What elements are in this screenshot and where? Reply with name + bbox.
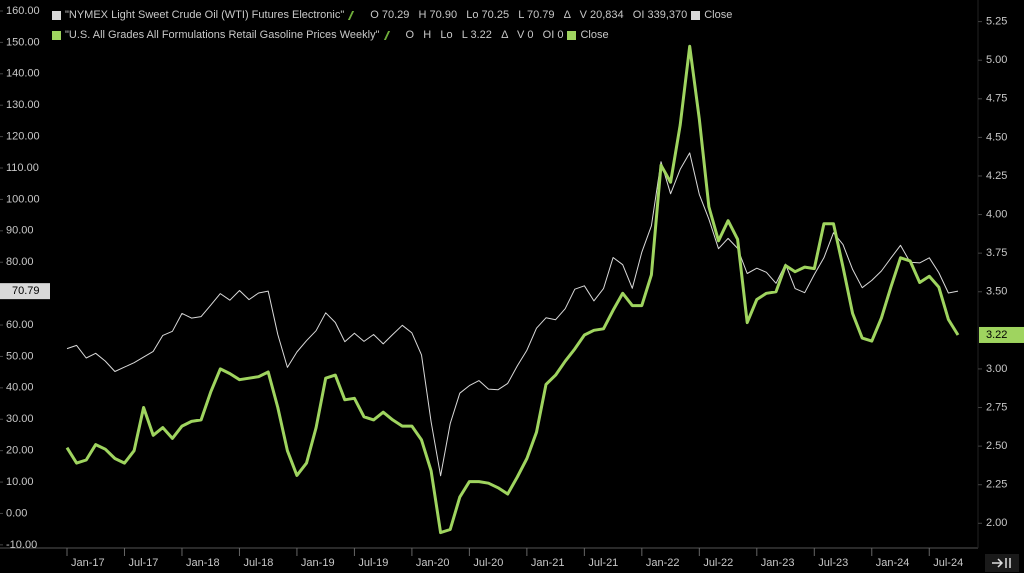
- y2-tick-label: 2.25: [986, 479, 1007, 491]
- y-tick-label: 10.00: [6, 476, 34, 488]
- icon: [992, 558, 1011, 568]
- y2-tick-label: 4.25: [986, 170, 1007, 182]
- last-value-label: 70.79: [12, 285, 40, 297]
- y2-tick-label: 4.75: [986, 93, 1007, 105]
- x-tick-label: Jan-20: [416, 557, 450, 569]
- y2-tick-label: 2.00: [986, 517, 1007, 529]
- x-tick-label: Jul-20: [473, 557, 503, 569]
- last-value-marker: 3.22: [979, 326, 1024, 343]
- y-tick-label: 130.00: [6, 99, 40, 111]
- legend-row: "NYMEX Light Sweet Crude Oil (WTI) Futur…: [52, 5, 732, 25]
- y2-tick-label: 5.00: [986, 54, 1007, 66]
- x-tick-label: Jan-23: [761, 557, 795, 569]
- y-tick-label: 110.00: [6, 162, 39, 174]
- y-tick-label: 150.00: [6, 36, 40, 48]
- legend-stats: O 70.29 H 70.90 Lo 70.25 L 70.79 Δ V 20,…: [370, 9, 688, 21]
- x-tick-label: Jan-22: [646, 557, 680, 569]
- last-value-box: [0, 283, 50, 300]
- y-tick-label: 160.00: [6, 5, 40, 17]
- y-tick-label: 0.00: [6, 507, 27, 519]
- y-tick-label: 60.00: [6, 319, 34, 331]
- legend: "NYMEX Light Sweet Crude Oil (WTI) Futur…: [52, 5, 732, 45]
- legend-close: Close: [704, 9, 733, 21]
- legend-swatch: [567, 30, 577, 40]
- x-tick-label: Jul-24: [933, 557, 963, 569]
- x-tick-label: Jan-21: [531, 557, 565, 569]
- x-tick-label: Jan-18: [186, 557, 220, 569]
- y2-tick-label: 5.25: [986, 16, 1007, 28]
- y2-tick-label: 3.50: [986, 286, 1007, 298]
- last-value-marker: 70.79: [0, 283, 50, 300]
- x-tick-label: Jul-17: [128, 557, 158, 569]
- x-tick-label: Jul-21: [588, 557, 618, 569]
- x-tick-label: Jul-18: [243, 557, 273, 569]
- y-tick-label: 80.00: [6, 256, 34, 268]
- last-value-label: 3.22: [986, 329, 1007, 341]
- legend-stats: O H Lo L 3.22 Δ V 0 OI 0: [405, 29, 564, 41]
- x-tick-label: Jan-24: [876, 557, 910, 569]
- legend-swatch: [52, 10, 61, 20]
- y-tick-label: 40.00: [6, 382, 34, 394]
- y2-tick-label: 2.50: [986, 440, 1007, 452]
- series-line: [66, 152, 959, 477]
- y2-tick-label: 2.75: [986, 401, 1007, 413]
- x-tick-label: Jul-23: [818, 557, 848, 569]
- y2-tick-label: 4.00: [986, 208, 1007, 220]
- legend-name: "NYMEX Light Sweet Crude Oil (WTI) Futur…: [65, 9, 345, 21]
- y2-tick-label: 3.00: [986, 363, 1007, 375]
- x-tick-label: Jul-19: [358, 557, 388, 569]
- y-tick-label: 20.00: [6, 445, 34, 457]
- x-tick-label: Jan-19: [301, 557, 335, 569]
- legend-swatch: [52, 30, 61, 40]
- legend-name: "U.S. All Grades All Formulations Retail…: [65, 29, 380, 41]
- y-tick-label: -10.00: [6, 539, 37, 551]
- y2-tick-label: 4.50: [986, 131, 1007, 143]
- y-tick-label: 30.00: [6, 413, 34, 425]
- legend-icon[interactable]: [348, 10, 367, 20]
- legend-row: "U.S. All Grades All Formulations Retail…: [52, 25, 732, 45]
- y-tick-label: 90.00: [6, 225, 34, 237]
- y-tick-label: 100.00: [6, 193, 40, 205]
- legend-icon[interactable]: [383, 30, 402, 40]
- bottom-right-icon[interactable]: [985, 554, 1019, 572]
- y-tick-label: 140.00: [6, 68, 40, 80]
- y2-tick-label: 3.75: [986, 247, 1007, 259]
- y-tick-label: 50.00: [6, 350, 34, 362]
- x-tick-label: Jul-22: [703, 557, 733, 569]
- series-line: [65, 44, 960, 535]
- legend-close: Close: [580, 29, 609, 41]
- last-value-box: [979, 326, 1024, 343]
- legend-swatch: [691, 10, 701, 20]
- x-tick-label: Jan-17: [71, 557, 105, 569]
- y-tick-label: 120.00: [6, 131, 40, 143]
